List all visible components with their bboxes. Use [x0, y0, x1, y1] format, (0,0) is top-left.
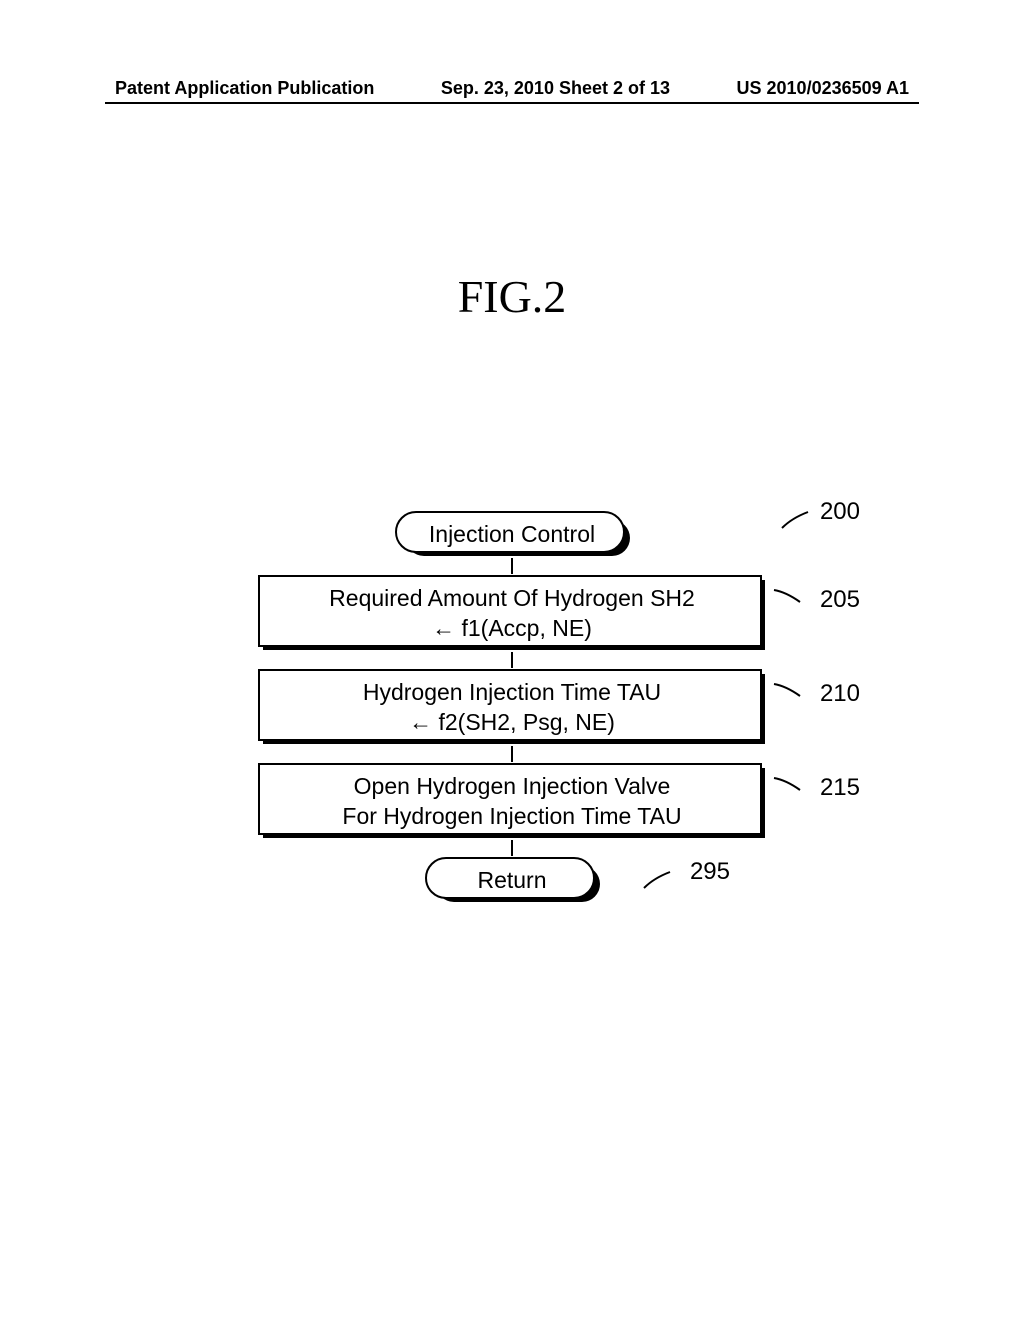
terminal-start-label: Injection Control [429, 521, 595, 548]
process-210-line1: Hydrogen Injection Time TAU [363, 679, 661, 705]
connector-4 [511, 840, 513, 856]
terminal-end: Return [422, 856, 602, 904]
ref-curve-215 [772, 776, 802, 796]
header-center: Sep. 23, 2010 Sheet 2 of 13 [441, 78, 670, 99]
process-210: Hydrogen Injection Time TAU ← f2(SH2, Ps… [257, 668, 767, 746]
terminal-end-label: Return [477, 867, 546, 894]
process-210-line2: ← f2(SH2, Psg, NE) [277, 708, 747, 738]
header-divider [105, 102, 919, 104]
ref-label-295: 295 [690, 858, 730, 886]
ref-label-205: 205 [820, 586, 860, 614]
process-215: Open Hydrogen Injection Valve For Hydrog… [257, 762, 767, 840]
process-215-line2: For Hydrogen Injection Time TAU [277, 802, 747, 832]
ref-label-215: 215 [820, 774, 860, 802]
figure-title: FIG.2 [458, 270, 567, 323]
ref-curve-295 [642, 870, 672, 890]
connector-3 [511, 746, 513, 762]
ref-curve-200 [780, 510, 810, 530]
connector-1 [511, 558, 513, 574]
process-205: Required Amount Of Hydrogen SH2 ← f1(Acc… [257, 574, 767, 652]
ref-curve-210 [772, 682, 802, 702]
process-215-line1: Open Hydrogen Injection Valve [354, 773, 671, 799]
ref-label-210: 210 [820, 680, 860, 708]
flowchart-container: Injection Control 200 Required Amount Of… [232, 510, 792, 904]
process-205-line2: ← f1(Accp, NE) [277, 614, 747, 644]
process-205-line1: Required Amount Of Hydrogen SH2 [329, 585, 695, 611]
ref-curve-205 [772, 588, 802, 608]
connector-2 [511, 652, 513, 668]
ref-label-200: 200 [820, 498, 860, 526]
header-right: US 2010/0236509 A1 [737, 78, 909, 99]
terminal-start: Injection Control [392, 510, 632, 558]
header-left: Patent Application Publication [115, 78, 374, 99]
